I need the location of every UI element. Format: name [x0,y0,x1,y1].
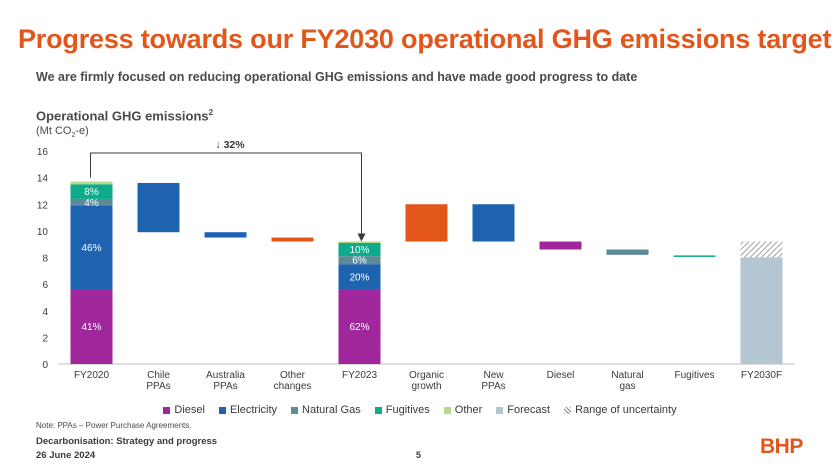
legend-swatch [496,407,503,414]
bar-fy2030f-forecast [741,258,783,365]
legend-swatch [444,407,451,414]
y-tick-label: 6 [42,280,48,291]
data-label-fy2023: 6% [352,256,367,267]
data-label-fy2020: 4% [84,198,99,209]
bar-chile-ppas-electricity [138,183,180,232]
bar-diesel-diesel [540,242,582,250]
x-tick-label-fugitives: Fugitives [674,370,714,381]
footnote: Note: PPAs – Power Purchase Agreements. [36,421,191,430]
legend-item-electricity: Electricity [219,404,277,416]
chart-legend: Diesel Electricity Natural Gas Fugitives Oth… [0,404,840,416]
reduction-bracket [91,153,362,238]
x-tick-label-other-changes: Other [280,370,306,381]
legend-label: Diesel [174,404,205,416]
legend-item-fugitives: Fugitives [375,404,430,416]
reduction-label: ↓ 32% [215,139,245,151]
legend-label: Electricity [230,404,277,416]
legend-label: Fugitives [386,404,430,416]
x-tick-label-natural-gas: gas [619,381,635,392]
y-tick-label: 12 [37,200,49,211]
x-tick-label-other-changes: changes [274,381,312,392]
y-tick-label: 4 [42,307,48,318]
data-label-fy2020: 46% [81,243,101,254]
legend-swatch [375,407,382,414]
x-tick-label-chile-ppas: PPAs [146,381,170,392]
data-label-fy2023: 62% [349,322,369,333]
y-tick-label: 16 [37,147,49,158]
data-label-fy2020: 8% [84,187,99,198]
y-tick-label: 2 [42,333,48,344]
x-tick-label-new-ppas: New [483,370,504,381]
legend-item-diesel: Diesel [163,404,205,416]
bar-organic-growth-orange [406,204,448,241]
x-tick-label-australia-ppas: Australia [206,370,245,381]
bar-fugitives-fugitives [674,255,716,257]
legend-label: Other [455,404,483,416]
legend-item-natural-gas: Natural Gas [291,404,361,416]
document-date: 26 June 2024 [36,450,95,461]
bhp-logo: BHP [760,435,803,459]
x-tick-label-organic-growth: growth [411,381,441,392]
legend-item-range-of-uncertainty: Range of uncertainty [564,404,677,416]
legend-label: Forecast [507,404,550,416]
data-label-fy2023: 10% [349,245,369,256]
bar-other-changes-orange [272,238,314,242]
x-tick-label-chile-ppas: Chile [147,370,170,381]
legend-label: Range of uncertainty [575,404,677,416]
legend-swatch [219,407,226,414]
data-label-fy2020: 41% [81,322,101,333]
bar-australia-ppas-electricity [205,232,247,237]
x-tick-label-organic-growth: Organic [409,370,444,381]
x-tick-label-fy2023: FY2023 [342,370,377,381]
legend-swatch [291,407,298,414]
legend-swatch [163,407,170,414]
data-label-fy2023: 20% [349,272,369,283]
bar-fy2020-other [71,182,113,185]
x-tick-label-australia-ppas: PPAs [213,381,237,392]
legend-item-other: Other [444,404,483,416]
document-title: Decarbonisation: Strategy and progress [36,436,217,447]
legend-swatch [564,407,571,414]
bar-fy2023-other [339,241,381,243]
legend-label: Natural Gas [302,404,361,416]
bar-natural-gas-natural-gas [607,250,649,255]
x-tick-label-new-ppas: PPAs [481,381,505,392]
legend-item-forecast: Forecast [496,404,550,416]
bar-new-ppas-electricity [473,204,515,241]
x-tick-label-natural-gas: Natural [611,370,643,381]
y-tick-label: 8 [42,254,48,265]
waterfall-chart: 0246810121416FY2020 ChilePPAsAustraliaPPA… [0,0,840,473]
y-tick-label: 10 [37,227,49,238]
y-tick-label: 14 [37,174,49,185]
y-tick-label: 0 [42,360,48,371]
bar-fy2030f-range-of-uncertainty [741,242,783,258]
x-tick-label-fy2020: FY2020 [74,370,109,381]
page-number: 5 [416,450,421,460]
x-tick-label-fy2030f: FY2030F [741,370,782,381]
x-tick-label-diesel: Diesel [547,370,575,381]
